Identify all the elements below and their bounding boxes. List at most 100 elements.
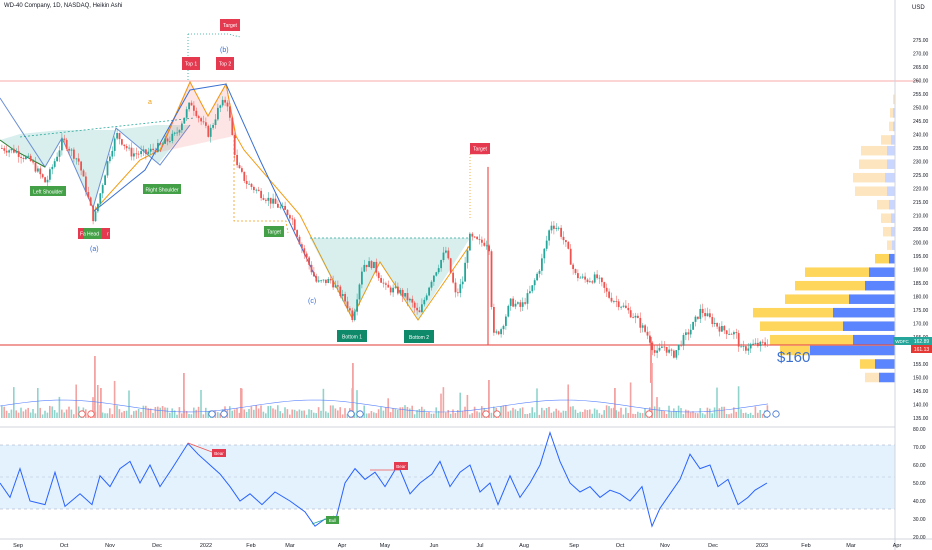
volume-profile-row [760,321,895,331]
event-marker-icon[interactable] [347,410,355,418]
candle-body [682,335,685,346]
candle-body [694,316,697,322]
event-marker-icon[interactable] [772,410,780,418]
volume-bar [598,413,601,418]
volume-bar [121,412,123,418]
wave-a2-label: (a) [90,246,99,253]
candle-body [154,149,157,152]
volume-bar [548,406,550,418]
candle-body [572,264,574,270]
candle-body [176,132,178,134]
volume-bar [740,409,742,418]
volume-bar [437,410,440,418]
volume-bar [128,390,130,418]
volume-bar [478,412,481,418]
candle-body [536,273,538,281]
volume-bar [586,410,589,418]
volume-bar [680,408,682,418]
candle-body [356,299,358,312]
event-marker-icon[interactable] [356,410,364,418]
volume-profile-row-part [887,159,895,169]
candle-body [476,236,478,240]
volume-bar [673,408,675,418]
volume-profile-row-part [891,135,895,145]
event-marker-icon[interactable] [493,410,501,418]
volume-bar [392,407,394,418]
volume-bar [418,408,421,418]
volume-bar [692,411,694,418]
candle-body [65,139,68,149]
volume-bar [409,408,411,418]
volume-bar [404,405,406,418]
event-marker-icon[interactable] [645,410,653,418]
rsi-axis[interactable]: 80.00 70.00 60.00 50.00 40.00 30.00 20.00 [913,427,926,541]
price-axis[interactable]: 275.00 270.00 265.00 260.00 255.00 250.00 245.… [913,38,929,422]
volume-bar [22,411,25,418]
volume-bar [382,410,385,418]
volume-bar [622,414,625,418]
candle-body [651,342,654,351]
volume-profile-row-part [879,372,895,383]
event-marker-icon[interactable] [763,410,771,418]
volume-profile-row [859,159,895,169]
time-tick-label: Mar [846,543,856,549]
candle-body [591,281,594,283]
candle-body [586,279,589,283]
volume-bar [512,407,514,418]
candle-body [178,130,181,133]
volume-bar [231,410,233,418]
candle-body [173,132,176,134]
volume-bar [322,388,325,418]
event-marker-icon[interactable] [220,410,228,418]
price-tick-label: 205.00 [913,227,929,233]
volume-bar [608,406,610,418]
volume-bar [137,408,140,418]
candle-body [32,160,34,163]
candle-body [742,346,745,348]
candle-body [241,168,243,172]
volume-bar [118,409,121,418]
event-marker-icon[interactable] [87,410,95,418]
fake-head-tail: r [107,232,109,238]
volume-bar [519,408,521,418]
volume-profile-row-part [865,280,895,291]
volume-bar [603,410,605,418]
time-tick-label: Sep [569,543,579,549]
volume-bar [308,409,310,418]
volume-bar [159,407,161,418]
volume-profile-row [795,280,895,291]
candle-body [344,294,346,302]
volume-bar [337,410,339,418]
candle-body [77,158,80,162]
candle-body [601,277,603,283]
volume-bar [190,414,193,418]
volume-bar [265,413,267,418]
volume-bar [584,409,586,418]
time-tick-label: 2022 [200,543,212,549]
candle-body [27,155,30,157]
event-marker-icon[interactable] [208,410,216,418]
volume-bar [113,380,116,418]
volume-bar [341,414,344,418]
candle-body [104,175,106,186]
volume-bar [423,409,425,418]
time-axis[interactable]: Sep Oct Nov Dec 2022 Feb Mar Apr May Jun Jul Aug Sep… [13,543,901,549]
event-marker-icon[interactable] [78,410,86,418]
candle-body [404,293,406,297]
volume-bar [248,409,250,418]
candle-body [634,315,637,318]
volume-bar [250,406,253,418]
volume-bar [329,405,332,418]
candle-body [181,123,183,131]
volume-bar [236,408,238,418]
volume-bar [723,406,725,418]
event-markers[interactable] [78,410,780,418]
candle-body [553,225,555,229]
volume-bar [70,409,73,418]
candle-body [433,275,435,282]
candle-body [75,158,78,160]
candle-body [82,170,85,177]
event-marker-icon[interactable] [482,410,490,418]
volume-bar [701,413,704,418]
